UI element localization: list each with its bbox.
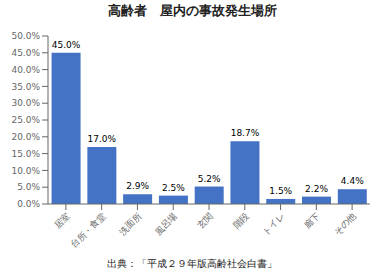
svg-text:2.9%: 2.9% — [126, 181, 149, 191]
svg-text:その他: その他 — [332, 211, 358, 237]
svg-text:17.0%: 17.0% — [88, 134, 117, 144]
svg-text:25.0%: 25.0% — [11, 115, 40, 125]
html-text:出典：「平成２９年版高齢社会白書」: 出典：「平成２９年版高齢社会白書」 — [107, 258, 277, 269]
svg-text:50.0%: 50.0% — [11, 31, 40, 41]
svg-text:4.4%: 4.4% — [341, 176, 364, 186]
svg-text:台所・食堂: 台所・食堂 — [69, 211, 108, 250]
svg-text:5.2%: 5.2% — [198, 174, 221, 184]
svg-text:18.7%: 18.7% — [231, 128, 260, 138]
svg-text:0.0%: 0.0% — [17, 199, 40, 209]
svg-text:15.0%: 15.0% — [11, 149, 40, 159]
svg-text:45.0%: 45.0% — [11, 48, 40, 58]
svg-text:30.0%: 30.0% — [11, 98, 40, 108]
svg-text:10.0%: 10.0% — [11, 166, 40, 176]
svg-text:1.5%: 1.5% — [269, 186, 292, 196]
svg-text:玄関: 玄関 — [195, 211, 215, 231]
svg-text:洗面所: 洗面所 — [117, 211, 143, 237]
svg-text:廊下: 廊下 — [302, 211, 322, 231]
svg-text:45.0%: 45.0% — [52, 40, 81, 50]
svg-text:5.0%: 5.0% — [17, 182, 40, 192]
svg-text:40.0%: 40.0% — [11, 65, 40, 75]
svg-text:風呂場: 風呂場 — [153, 211, 179, 237]
svg-text:20.0%: 20.0% — [11, 132, 40, 142]
svg-text:階段: 階段 — [231, 211, 251, 231]
svg-text:2.2%: 2.2% — [305, 184, 328, 194]
svg-text:トイレ: トイレ — [260, 211, 286, 237]
svg-text:35.0%: 35.0% — [11, 82, 40, 92]
svg-text:2.5%: 2.5% — [162, 183, 185, 193]
html-text:高齢者 屋内の事故発生場所: 高齢者 屋内の事故発生場所 — [107, 3, 277, 18]
svg-text:居室: 居室 — [52, 211, 72, 231]
